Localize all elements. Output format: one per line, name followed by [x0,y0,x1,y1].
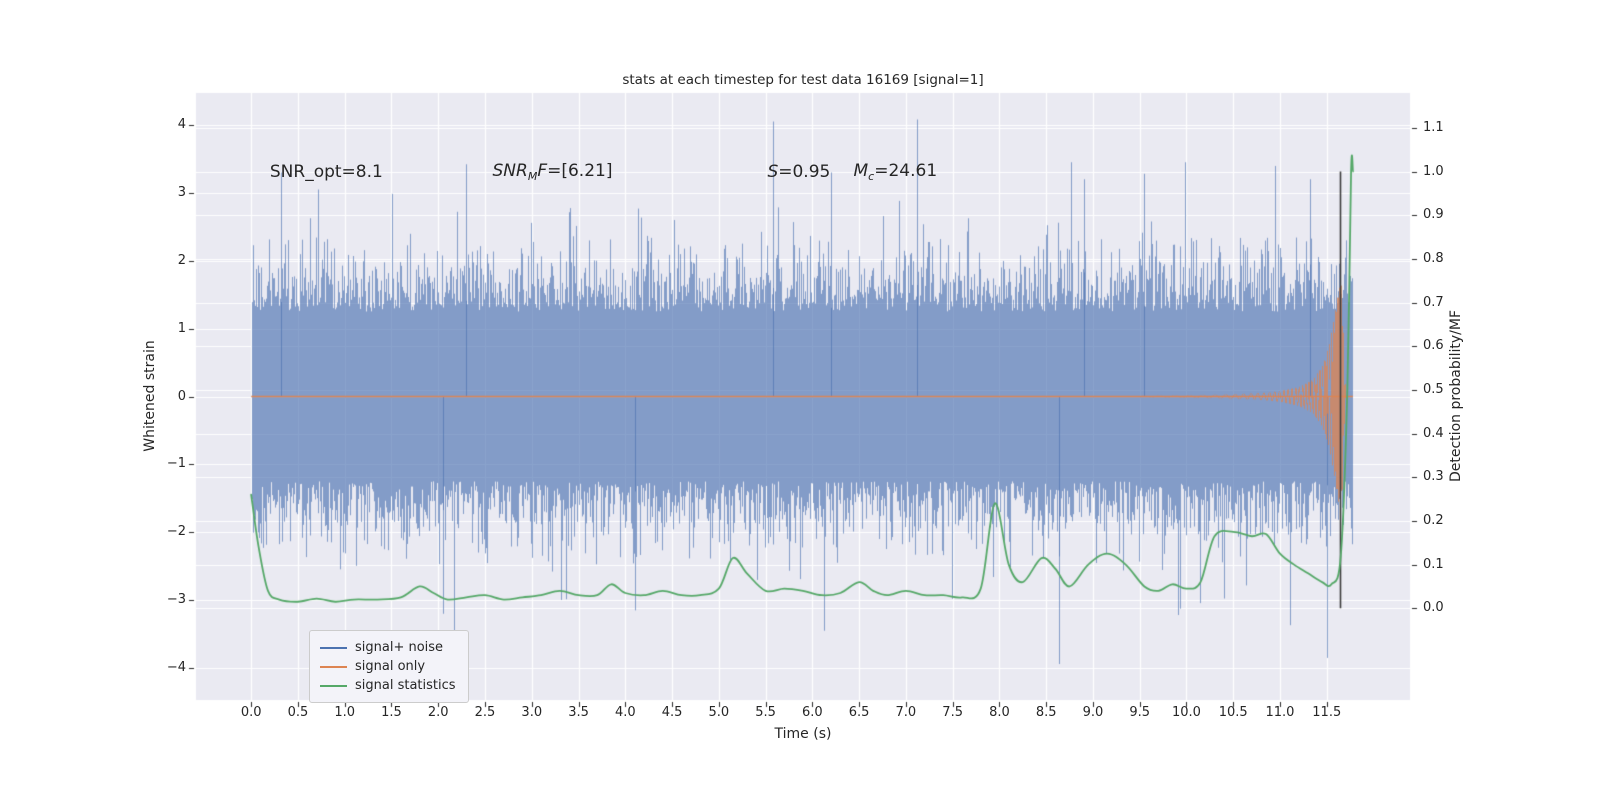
x-tick-label: 3.0 [521,705,543,720]
right-y-tick-label: 0.0 [1423,600,1444,616]
annotation-text: F [537,161,548,182]
legend-line-swatch [320,665,347,668]
legend-item: signal+ noise [320,638,456,657]
x-tick-label: 1.5 [381,705,402,720]
x-tick-label: 10.0 [1171,705,1201,720]
left-y-tick-label: −2 [166,524,186,540]
x-tick-label: 11.0 [1265,705,1295,720]
legend-line-swatch [320,684,347,687]
x-tick-label: 6.0 [802,705,823,720]
right-y-tick-label: 1.0 [1423,163,1444,179]
left-y-tick-label: −3 [166,592,186,608]
left-y-tick-label: 4 [177,116,186,132]
left-y-tick-label: 0 [177,388,186,404]
annotation-text: =0.95 [778,162,831,183]
x-tick-label: 6.5 [848,705,870,720]
annotation-3: S=0.95 [767,162,830,182]
x-tick-label: 7.0 [895,705,917,720]
left-y-tick-label: −4 [166,660,186,676]
x-tick-label: 9.0 [1082,705,1104,720]
x-tick-label: 8.0 [989,705,1010,720]
right-y-tick-label: 0.5 [1423,381,1444,397]
right-y-axis-label: Detection probability/MF [1448,309,1464,483]
left-y-tick-label: −1 [166,456,186,472]
legend-item-label: signal only [355,659,426,674]
legend-item-label: signal statistics [355,678,456,693]
right-y-tick-label: 0.6 [1423,338,1444,354]
annotation-4: Mc=24.61 [854,161,938,183]
right-y-tick-label: 0.2 [1423,512,1444,528]
x-tick-label: 10.5 [1218,705,1248,720]
annotation-2: SNRMF=[6.21] [492,161,612,183]
x-tick-label: 3.5 [568,705,589,720]
annotation-text: M [527,170,538,184]
left-y-tick-label: 3 [177,184,186,200]
right-y-tick-label: 0.4 [1423,425,1444,441]
legend-line-swatch [320,646,347,649]
x-tick-label: 2.0 [427,705,449,720]
x-tick-label: 9.5 [1129,705,1151,720]
x-tick-label: 5.0 [708,705,730,720]
x-tick-label: 0.0 [240,705,262,720]
right-y-tick-label: 1.1 [1423,119,1444,135]
left-y-tick-label: 1 [177,320,186,336]
right-y-tick-label: 0.9 [1423,207,1444,223]
annotation-text: =[6.21] [547,161,613,182]
right-y-tick-label: 0.7 [1423,294,1444,310]
annotation-text: SNR_opt=8.1 [269,162,383,183]
legend-item: signal statistics [320,676,456,695]
annotation-text: S [767,162,779,183]
x-tick-label: 8.5 [1035,705,1057,720]
x-tick-label: 7.5 [942,705,963,720]
right-y-tick-label: 0.3 [1423,469,1444,485]
x-tick-label: 2.5 [474,705,496,720]
annotation-text: SNR [492,161,528,182]
legend: signal+ noise signal only signal statistic… [309,630,469,703]
x-tick-label: 5.5 [755,705,776,720]
x-axis-label: Time (s) [774,726,832,742]
legend-item: signal only [320,657,456,676]
x-tick-label: 0.5 [287,705,309,720]
x-tick-label: 11.5 [1312,705,1342,720]
annotation-text: M [853,161,869,182]
x-tick-label: 4.0 [614,705,636,720]
annotation-text: =24.61 [874,161,938,182]
right-y-tick-label: 0.8 [1423,250,1444,266]
legend-item-label: signal+ noise [355,640,444,655]
right-y-tick-label: 0.1 [1423,556,1444,572]
x-tick-label: 1.0 [334,705,356,720]
chart-title: stats at each timestep for test data 161… [622,72,984,88]
x-tick-label: 4.5 [661,705,683,720]
left-y-tick-label: 2 [177,252,186,268]
annotation-1: SNR_opt=8.1 [270,162,383,182]
annotation-text: c [868,170,875,184]
